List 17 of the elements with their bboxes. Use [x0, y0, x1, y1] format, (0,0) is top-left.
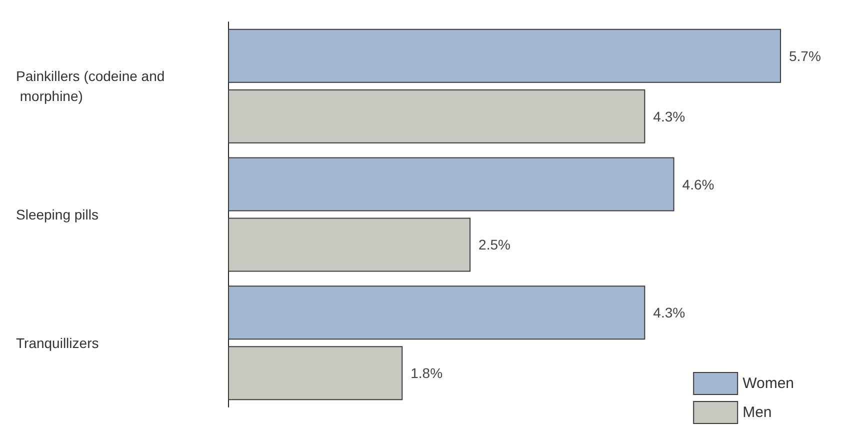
bar	[228, 28, 781, 83]
bar	[228, 218, 471, 272]
bar	[228, 89, 646, 144]
data-label: 1.8%	[410, 365, 443, 382]
data-label: 2.5%	[478, 236, 510, 253]
legend-label: Women	[742, 375, 794, 392]
data-label: 5.7%	[789, 48, 821, 64]
y-tick-label: Tranquillizers	[16, 334, 99, 351]
data-label: 4.3%	[653, 304, 686, 321]
bar	[228, 346, 403, 400]
y-tick-label: Painkillers (codeine and morphine)	[16, 68, 165, 104]
data-label: 4.3%	[653, 108, 686, 124]
bar	[228, 157, 674, 212]
legend-label: Men	[742, 404, 772, 421]
y-tick-label: Sleeping pills	[16, 206, 98, 222]
bar	[228, 286, 646, 340]
data-label: 4.6%	[682, 176, 714, 192]
